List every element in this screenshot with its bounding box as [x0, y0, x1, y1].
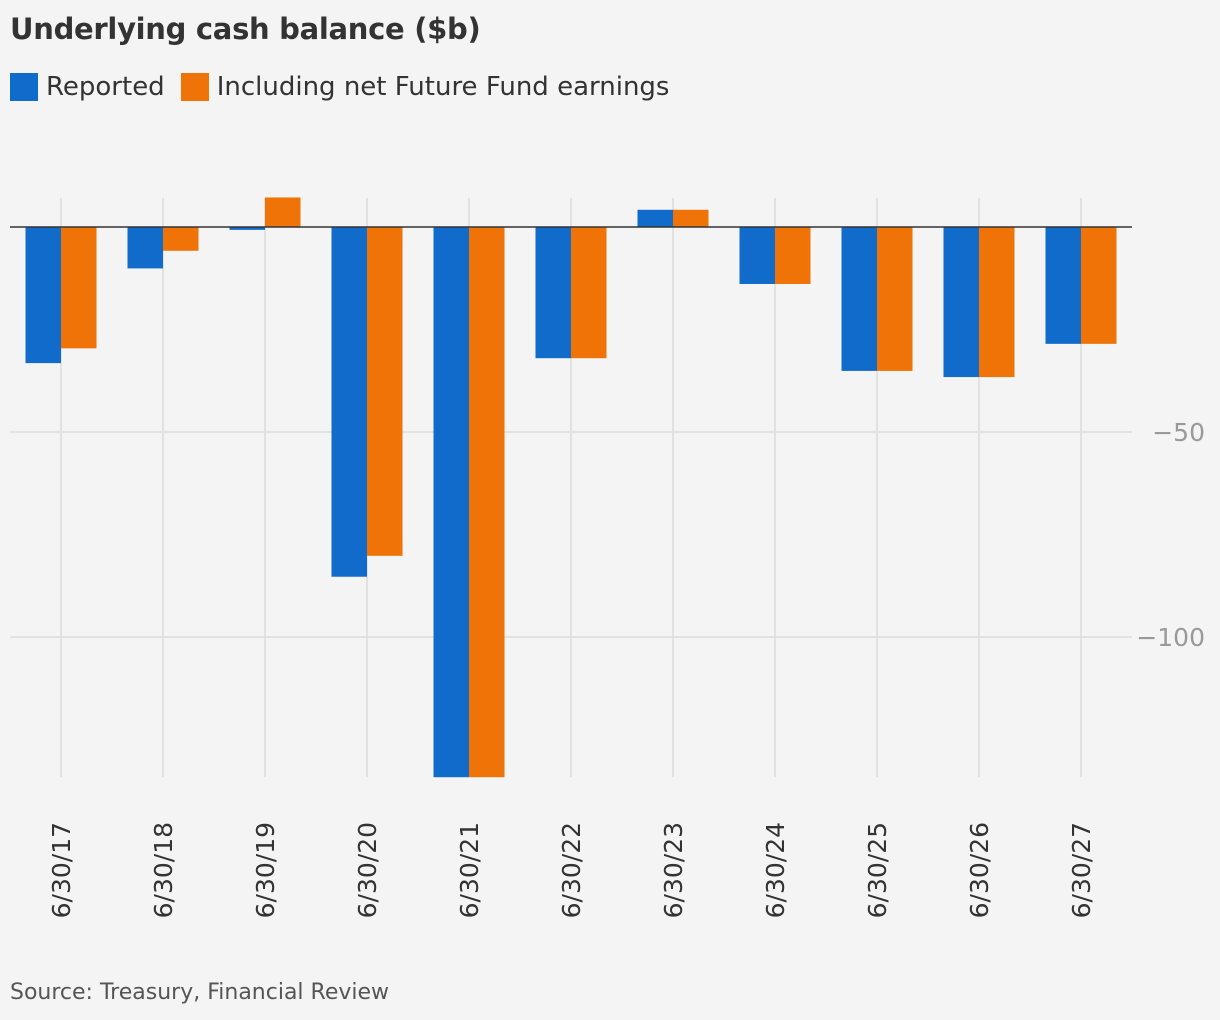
x-tick-label: 6/30/19: [251, 822, 280, 918]
x-tick-label: 6/30/27: [1067, 822, 1096, 918]
bar-future-fund: [367, 227, 403, 556]
bar-reported: [433, 227, 469, 778]
x-tick-label: 6/30/18: [149, 822, 178, 918]
bar-reported: [739, 227, 775, 284]
bar-future-fund: [1081, 227, 1117, 344]
bar-reported: [1045, 227, 1081, 344]
legend-label-future-fund: Including net Future Fund earnings: [216, 72, 670, 102]
legend: Reported Including net Future Fund earni…: [10, 72, 685, 102]
bar-reported: [535, 227, 571, 359]
legend-item-future-fund: Including net Future Fund earnings: [180, 72, 670, 102]
bar-future-fund: [979, 227, 1015, 378]
legend-label-reported: Reported: [46, 72, 165, 102]
chart-title: Underlying cash balance ($b): [10, 12, 481, 46]
source-note: Source: Treasury, Financial Review: [10, 980, 390, 1005]
bar-reported: [25, 227, 61, 364]
legend-swatch-reported: [10, 73, 38, 101]
y-tick-label: −100: [1136, 623, 1205, 652]
bar-reported: [331, 227, 367, 577]
bar-future-fund: [163, 227, 199, 251]
bar-reported: [229, 227, 265, 230]
bar-future-fund: [265, 197, 301, 227]
x-tick-label: 6/30/25: [863, 822, 892, 918]
x-tick-label: 6/30/17: [47, 822, 76, 918]
bar-future-fund: [775, 227, 811, 284]
bar-reported: [841, 227, 877, 371]
bar-future-fund: [673, 209, 709, 227]
bar-reported: [637, 209, 673, 227]
bar-future-fund: [877, 227, 913, 371]
bar-future-fund: [61, 227, 97, 349]
x-tick-label: 6/30/21: [455, 822, 484, 918]
x-tick-label: 6/30/20: [353, 822, 382, 918]
x-tick-label: 6/30/24: [761, 822, 790, 918]
bar-future-fund: [571, 227, 607, 359]
y-tick-label: −50: [1152, 418, 1205, 447]
x-tick-label: 6/30/23: [659, 822, 688, 918]
bar-reported: [943, 227, 979, 378]
legend-swatch-future-fund: [180, 73, 209, 101]
x-tick-label: 6/30/26: [965, 822, 994, 918]
x-tick-label: 6/30/22: [557, 822, 586, 918]
bar-reported: [127, 227, 163, 269]
bar-future-fund: [469, 227, 505, 778]
legend-item-reported: Reported: [10, 72, 165, 102]
